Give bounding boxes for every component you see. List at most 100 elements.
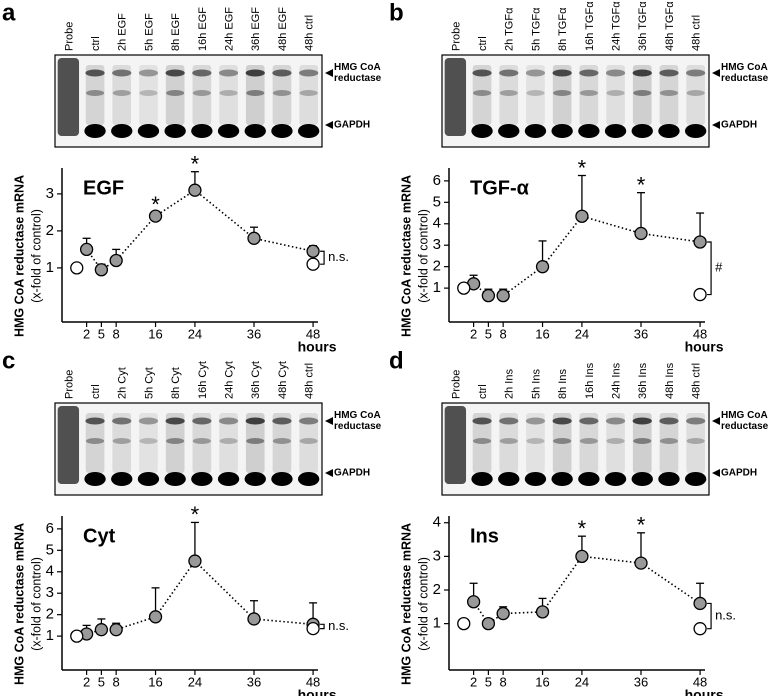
bracket xyxy=(320,250,325,265)
data-point xyxy=(70,629,84,643)
blot-band xyxy=(192,69,212,77)
significance-star: * xyxy=(191,502,200,527)
x-tick-label: 36 xyxy=(634,326,648,341)
y-tick-label: 4 xyxy=(433,215,441,232)
y-axis-label: (x-fold of control) xyxy=(29,209,43,303)
blot-band xyxy=(499,69,519,77)
blot-band xyxy=(553,90,572,96)
blot-band xyxy=(192,417,212,425)
x-tick-label: 8 xyxy=(113,326,120,341)
blot-band xyxy=(686,69,706,77)
bracket-label: n.s. xyxy=(715,608,736,623)
chart-title: Cyt xyxy=(83,525,116,547)
blot-band xyxy=(272,69,292,77)
marker-arrow xyxy=(325,417,333,425)
data-point xyxy=(634,556,648,570)
significance-star: * xyxy=(578,155,587,180)
data-point xyxy=(693,596,707,611)
data-point xyxy=(109,623,123,637)
blot-band xyxy=(272,438,292,444)
x-tick-label: 5 xyxy=(98,674,105,689)
lane-label: 48h Ins xyxy=(664,362,676,399)
y-tick-label: 1 xyxy=(46,259,54,276)
data-point xyxy=(94,623,109,637)
blot-band xyxy=(631,124,653,138)
marker-arrow xyxy=(712,417,720,425)
x-tick-label: 48 xyxy=(306,674,320,689)
y-tick-label: 2 xyxy=(433,581,441,598)
blot-band xyxy=(218,417,239,425)
blot-band xyxy=(165,417,185,425)
x-tick-label: 16 xyxy=(535,326,549,341)
bracket xyxy=(320,623,325,630)
x-tick-label: 48 xyxy=(693,674,707,689)
blot-band xyxy=(84,124,106,138)
blot-band xyxy=(246,438,265,444)
lane-label: 48h ctrl xyxy=(691,15,703,51)
x-tick-label: 24 xyxy=(188,326,202,341)
blot-smear xyxy=(139,413,158,473)
blot-smear xyxy=(499,65,519,125)
blot-smear xyxy=(579,65,599,125)
significance-star: * xyxy=(637,172,646,197)
blot-band xyxy=(498,472,520,486)
blot-smear xyxy=(299,65,318,125)
data-point xyxy=(634,226,648,241)
marker-arrow xyxy=(712,469,720,477)
blot-band xyxy=(579,438,598,444)
blot-band xyxy=(192,90,211,96)
blot-band xyxy=(297,124,320,138)
marker-label: HMG CoA xyxy=(334,62,381,73)
blot-band xyxy=(245,69,265,77)
marker-label: HMG CoA xyxy=(721,62,768,73)
lane-label: Probe xyxy=(450,22,462,51)
blot-band xyxy=(111,124,133,138)
x-tick-label: 5 xyxy=(485,326,492,341)
lane-label: ctrl xyxy=(90,384,102,399)
significance-star: * xyxy=(151,192,160,217)
blot-band xyxy=(218,69,239,77)
lane-label: 8h TGFα xyxy=(557,7,569,51)
data-point xyxy=(79,242,94,257)
lane-label: Probe xyxy=(63,370,75,399)
marker-label: reductase xyxy=(721,73,769,84)
marker-arrow xyxy=(712,121,720,129)
blot-smear xyxy=(444,406,467,484)
x-tick-label: 8 xyxy=(500,326,507,341)
lane-label: 8h EGF xyxy=(170,13,182,51)
panel-letter: a xyxy=(2,0,16,26)
blot-smear xyxy=(659,65,679,125)
blot-smear xyxy=(659,413,679,473)
lane-label: 48h ctrl xyxy=(691,363,703,399)
blot-band xyxy=(139,90,158,96)
lane-label: Probe xyxy=(450,370,462,399)
x-tick-label: 24 xyxy=(188,674,202,689)
blot-band xyxy=(633,438,652,444)
marker-label: GAPDH xyxy=(721,120,757,131)
blot-band xyxy=(244,472,266,486)
marker-arrow xyxy=(325,69,333,77)
data-point xyxy=(481,616,496,631)
blot-band xyxy=(138,417,159,425)
lane-label: 2h EGF xyxy=(117,13,129,51)
data-point xyxy=(94,263,109,277)
y-axis-label: (x-fold of control) xyxy=(416,557,430,651)
blot-band xyxy=(499,90,518,96)
panel-letter: d xyxy=(389,347,404,374)
blot-band xyxy=(112,438,131,444)
blot-smear xyxy=(579,413,599,473)
blot-band xyxy=(166,438,185,444)
blot-band xyxy=(525,417,546,425)
x-axis-label: hours xyxy=(298,687,337,696)
bracket-label: # xyxy=(715,260,723,275)
blot-band xyxy=(659,90,679,96)
blot-smear xyxy=(57,58,80,136)
data-point xyxy=(481,288,496,303)
blot-band xyxy=(138,69,159,77)
data-point xyxy=(535,605,550,619)
blot-band xyxy=(85,69,105,77)
blot-band xyxy=(219,90,238,96)
blot-band xyxy=(525,69,546,77)
lane-label: 5h Ins xyxy=(530,369,542,399)
blot-band xyxy=(604,124,627,138)
